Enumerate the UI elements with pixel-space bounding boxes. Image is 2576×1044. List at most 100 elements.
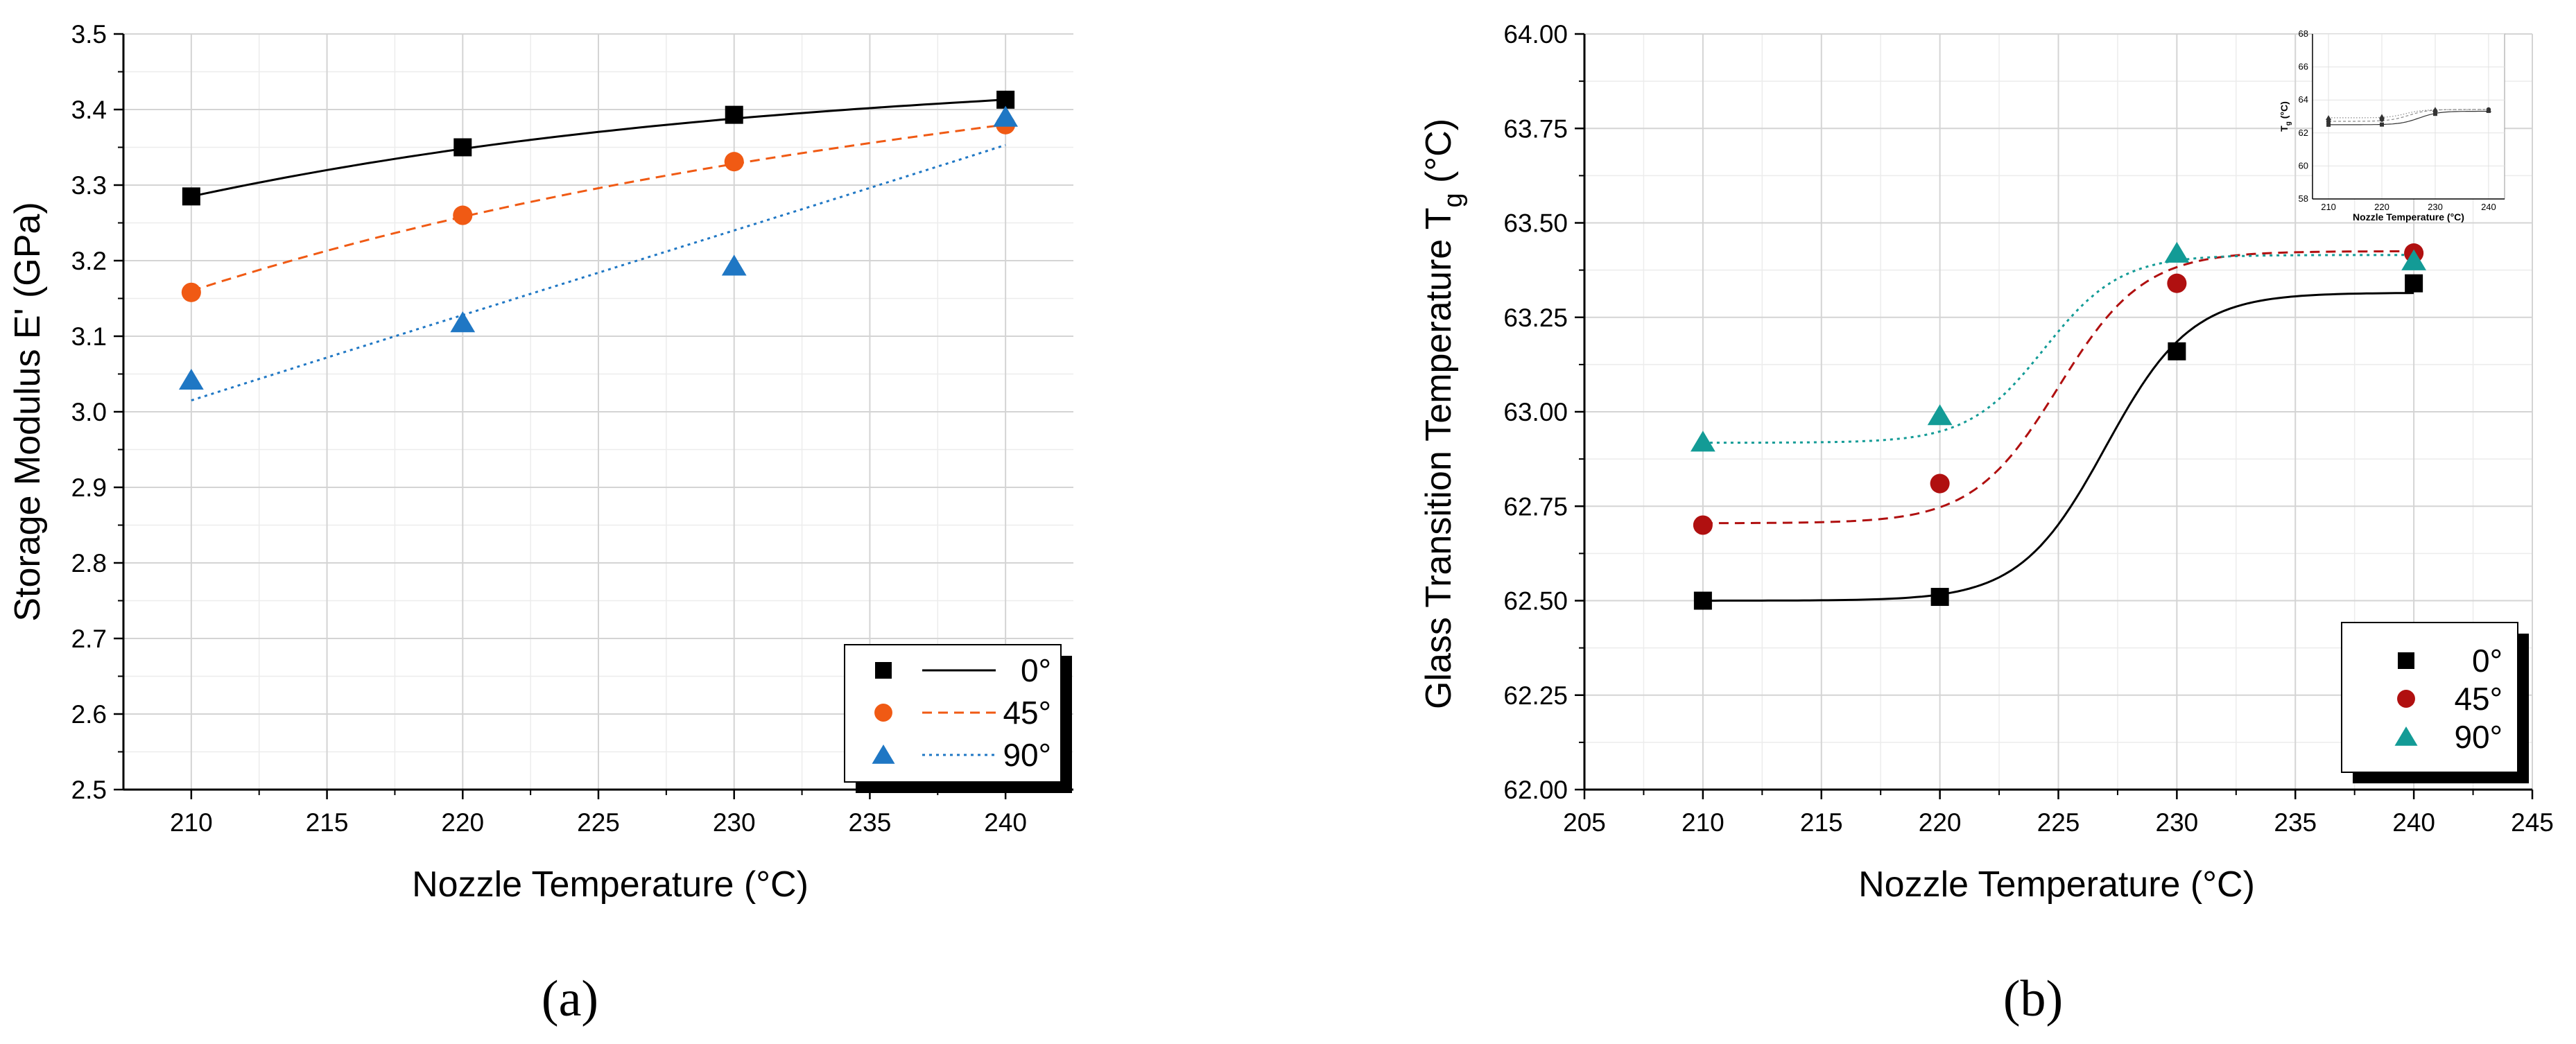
inset-y-title-unit: (°C) bbox=[2279, 101, 2290, 121]
legend-label: 45° bbox=[1003, 695, 1051, 731]
legend-marker bbox=[2394, 727, 2418, 746]
y-tick-label: 62.75 bbox=[1503, 492, 1568, 521]
fit-line-0deg bbox=[191, 98, 1006, 198]
y-tick-label: 63.00 bbox=[1503, 398, 1568, 426]
inset-x-tick-label: 210 bbox=[2321, 202, 2336, 212]
data-point-45deg bbox=[2167, 273, 2187, 293]
inset-x-tick-label: 240 bbox=[2481, 202, 2496, 212]
panel-label: (b) bbox=[2003, 971, 2063, 1027]
x-axis-title: Nozzle Temperature (°C) bbox=[412, 864, 809, 905]
y-tick-label: 2.5 bbox=[71, 776, 107, 804]
x-tick-label: 240 bbox=[2392, 808, 2435, 837]
data-point-45deg bbox=[1693, 515, 1713, 535]
x-tick-label: 205 bbox=[1563, 808, 1606, 837]
data-point-90deg bbox=[2401, 249, 2426, 270]
data-point-45deg bbox=[453, 205, 473, 225]
inset-frame bbox=[2312, 33, 2505, 200]
y-tick-label: 3.4 bbox=[71, 96, 107, 124]
x-axis-title: Nozzle Temperature (°C) bbox=[1858, 864, 2255, 905]
inset-y-title-main: T bbox=[2279, 125, 2290, 132]
y-tick-label: 3.2 bbox=[71, 247, 107, 275]
data-point-45deg bbox=[181, 282, 201, 302]
inset-data-point bbox=[2326, 119, 2331, 124]
y-tick-label: 63.75 bbox=[1503, 114, 1568, 143]
x-tick-label: 210 bbox=[170, 808, 213, 837]
y-tick-label: 2.7 bbox=[71, 625, 107, 653]
data-point-0deg bbox=[2405, 274, 2423, 293]
legend-marker bbox=[875, 662, 892, 679]
inset-y-axis-title: Tg (°C) bbox=[2279, 101, 2292, 132]
data-point-45deg bbox=[724, 152, 744, 172]
data-point-90deg bbox=[1691, 430, 1715, 452]
y-tick-label: 64.00 bbox=[1503, 20, 1568, 49]
chart-panel-b: 62.00 62.25 62.50 62.75 63.00 63.25 63.50 63.75… bbox=[1419, 20, 2554, 1027]
x-tick-label: 220 bbox=[1919, 808, 1962, 837]
y-tick-label: 62.25 bbox=[1503, 681, 1568, 710]
chart-panel-a: 2.5 2.6 2.7 2.8 2.9 3.0 3.1 3.2 3.3 3.4 3.5 210 215 2… bbox=[8, 20, 1073, 1027]
x-tick-label: 220 bbox=[441, 808, 484, 837]
data-point-0deg bbox=[725, 105, 743, 124]
legend-label: 45° bbox=[2454, 681, 2502, 717]
y-tick-label: 3.3 bbox=[71, 171, 107, 200]
inset-y-tick-label: 66 bbox=[2299, 62, 2308, 72]
inset-data-point bbox=[2432, 112, 2437, 116]
y-tick-label: 3.0 bbox=[71, 398, 107, 426]
inset-y-tick-label: 64 bbox=[2299, 94, 2308, 105]
fit-curve-0deg bbox=[1702, 292, 2414, 602]
inset-y-tick-label: 58 bbox=[2299, 193, 2308, 204]
inset-fit-curve bbox=[2328, 110, 2489, 125]
y-tick-label: 3.5 bbox=[71, 20, 107, 49]
legend-label: 0° bbox=[1021, 652, 1051, 688]
data-point-0deg bbox=[1693, 591, 1712, 610]
y-tick-label: 62.00 bbox=[1503, 776, 1568, 804]
y-tick-label: 63.50 bbox=[1503, 209, 1568, 238]
inset-x-tick-label: 230 bbox=[2428, 202, 2443, 212]
y-axis-title-unit: (°C) bbox=[1419, 119, 1459, 193]
y-tick-label: 2.8 bbox=[71, 549, 107, 577]
x-tick-label: 240 bbox=[984, 808, 1027, 837]
inset-y-title-sub: g bbox=[2285, 121, 2292, 125]
inset-data-point bbox=[2485, 107, 2492, 112]
x-tick-label: 230 bbox=[2156, 808, 2199, 837]
x-tick-label: 235 bbox=[849, 808, 892, 837]
legend-marker bbox=[2397, 690, 2415, 708]
data-point-0deg bbox=[182, 187, 200, 206]
panel-label: (a) bbox=[542, 971, 598, 1027]
y-axis-title-main: Glass Transition Temperature T bbox=[1419, 208, 1459, 710]
y-tick-label: 3.1 bbox=[71, 322, 107, 351]
data-point-90deg bbox=[450, 311, 476, 333]
y-tick-label: 2.6 bbox=[71, 700, 107, 729]
data-point-0deg bbox=[2168, 342, 2186, 360]
inset-fit-curve bbox=[2328, 109, 2489, 119]
data-point-90deg bbox=[2164, 241, 2190, 263]
inset-data-point bbox=[2325, 115, 2332, 121]
data-point-0deg bbox=[1930, 588, 1949, 607]
fit-line-45deg bbox=[191, 123, 1006, 293]
inset-y-tick-label: 68 bbox=[2299, 28, 2308, 39]
legend-label: 90° bbox=[2454, 719, 2502, 755]
inset-x-axis-title: Nozzle Temperature (°C) bbox=[2353, 211, 2464, 223]
fit-curve-45deg bbox=[1702, 250, 2414, 525]
data-point-45deg bbox=[1930, 473, 1950, 494]
legend-marker bbox=[874, 704, 892, 722]
data-point-90deg bbox=[178, 368, 204, 390]
x-tick-label: 245 bbox=[2511, 808, 2554, 837]
legend-marker bbox=[872, 745, 895, 764]
y-tick-label: 63.25 bbox=[1503, 304, 1568, 332]
data-point-0deg bbox=[453, 138, 472, 157]
x-tick-label: 225 bbox=[577, 808, 620, 837]
y-axis-title-subscript: g bbox=[1439, 193, 1468, 207]
x-tick-label: 210 bbox=[1682, 808, 1724, 837]
inset-y-tick-label: 60 bbox=[2299, 160, 2308, 171]
y-axis-title: Storage Modulus E' (GPa) bbox=[8, 202, 48, 621]
legend-box bbox=[2341, 622, 2518, 773]
y-tick-label: 2.9 bbox=[71, 473, 107, 502]
inset-fit-curve bbox=[2328, 109, 2489, 122]
legend-label: 90° bbox=[1003, 737, 1051, 773]
data-point-90deg bbox=[721, 254, 747, 276]
legend-label: 0° bbox=[2472, 643, 2502, 679]
y-axis-title: Glass Transition Temperature Tg (°C) bbox=[1419, 119, 1468, 709]
inset-data-point bbox=[2378, 114, 2385, 119]
x-tick-label: 225 bbox=[2037, 808, 2080, 837]
